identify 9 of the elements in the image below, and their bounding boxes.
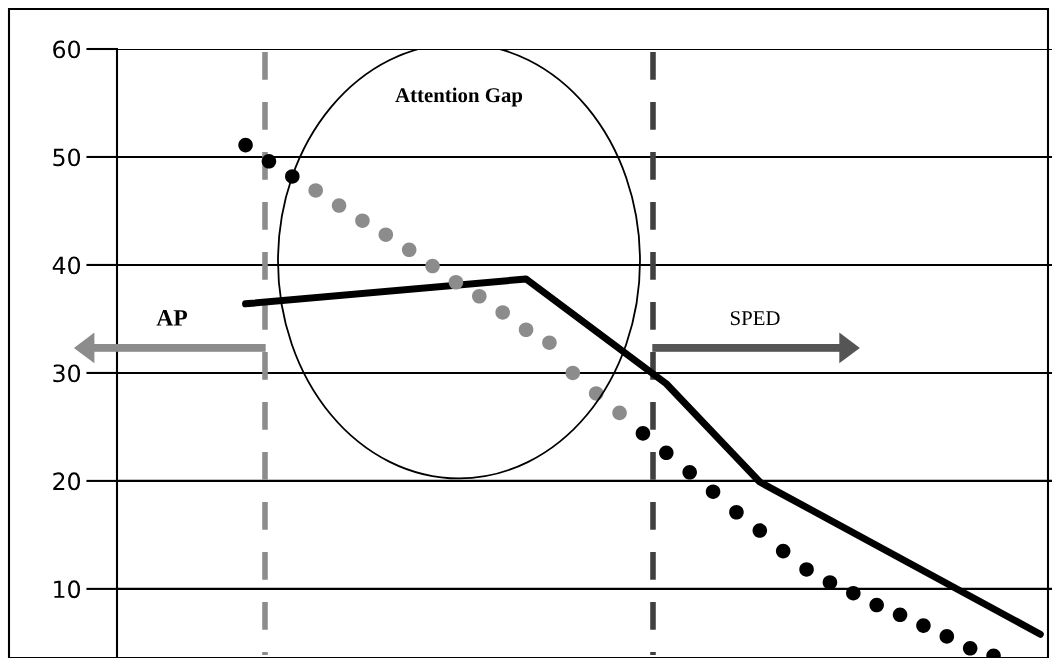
y-tick-label: 10 [54,580,81,599]
y-tick-label: 20 [53,472,81,491]
annotation: SPED [730,311,780,326]
y-tick-label: 30 [53,364,81,383]
y-tick-label: 50 [53,148,81,167]
y-tick-label: 60 [53,40,81,59]
annotation: AP [156,310,188,326]
annotation: Attention Gap [395,87,523,107]
y-tick-label: 40 [52,256,81,275]
